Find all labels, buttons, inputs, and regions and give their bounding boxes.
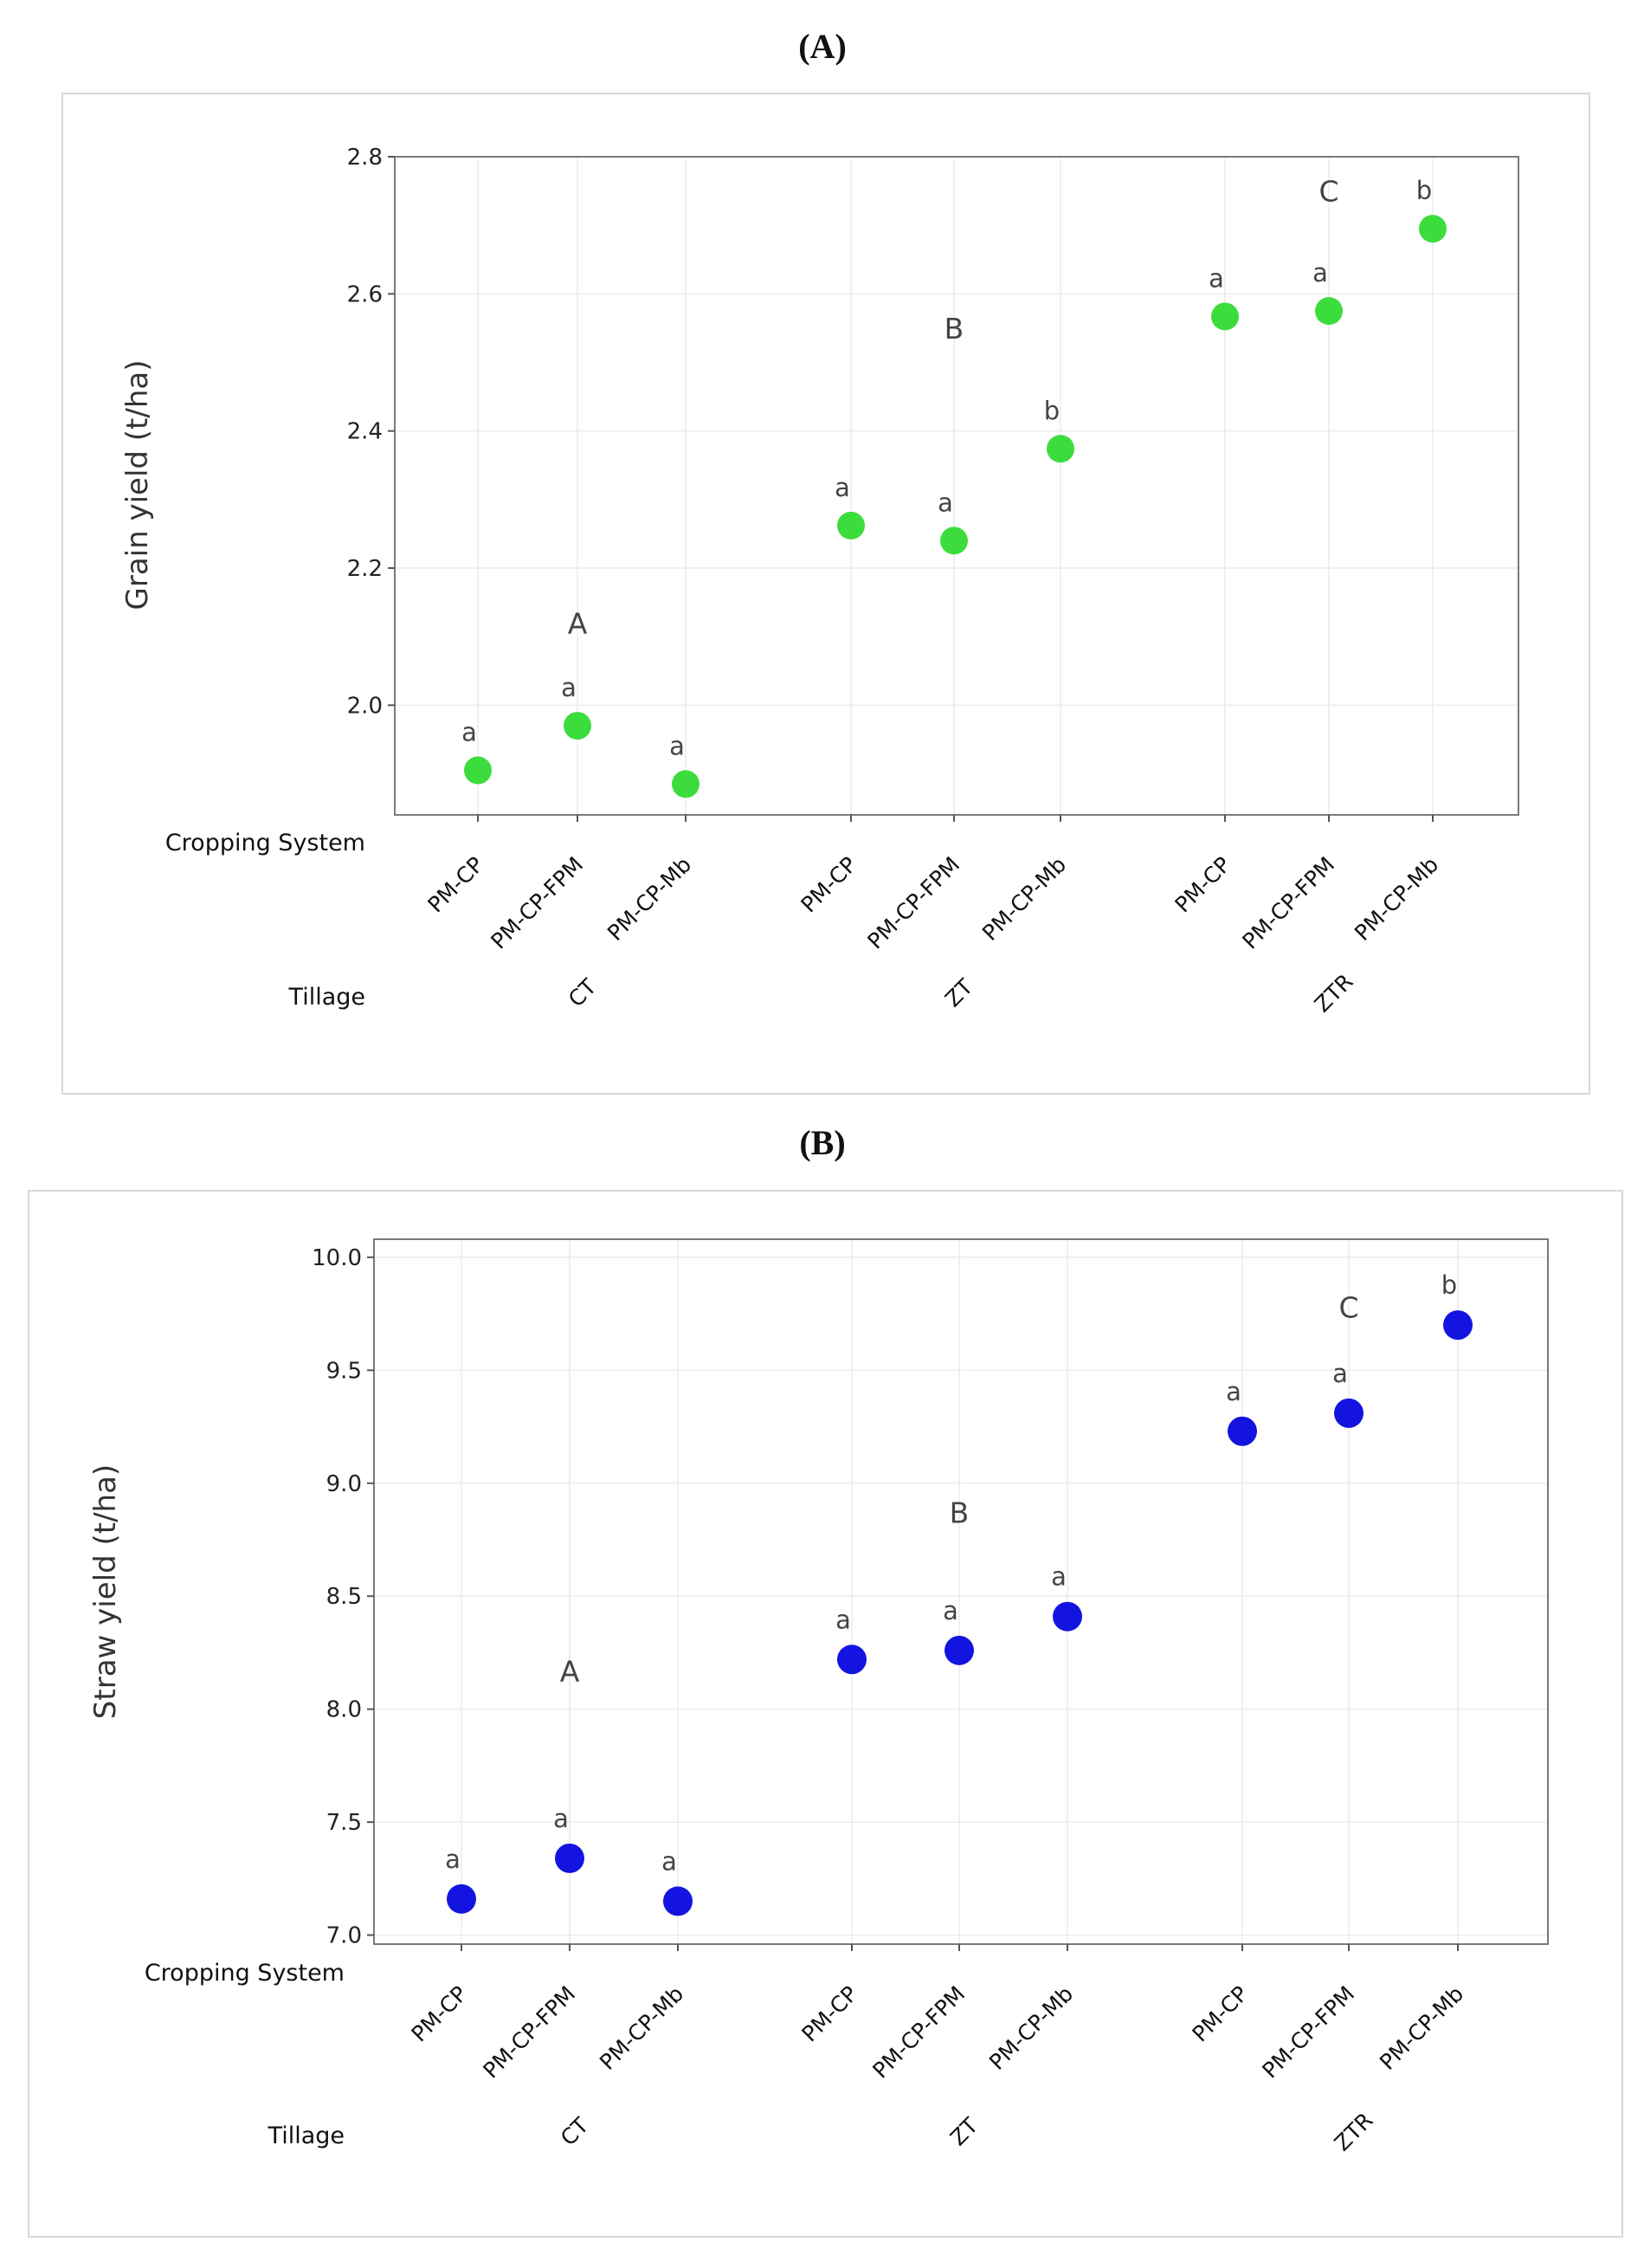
x-category-label: PM-CP	[406, 1981, 472, 2047]
group-significance-letter: A	[560, 1654, 580, 1688]
y-tick-label: 2.0	[347, 693, 383, 719]
data-point	[1047, 435, 1074, 463]
point-significance-letter: a	[461, 718, 477, 747]
y-tick-label: 7.5	[326, 1810, 362, 1836]
point-significance-letter: a	[1051, 1562, 1067, 1592]
group-significance-letter: B	[950, 1496, 970, 1530]
y-tick-label: 10.0	[312, 1245, 362, 1271]
data-point	[944, 1635, 974, 1665]
cropping-system-row-label: Cropping System	[165, 830, 365, 856]
cropping-system-row-label: Cropping System	[145, 1960, 345, 1987]
y-tick-label: 9.5	[326, 1358, 362, 1384]
point-significance-letter: a	[669, 731, 685, 760]
panel-b-label: (B)	[799, 1123, 846, 1162]
group-significance-letter: A	[568, 606, 588, 640]
x-category-label: PM-CP-FPM	[1257, 1981, 1359, 2084]
point-significance-letter: a	[661, 1846, 677, 1876]
plot-area	[394, 156, 1519, 816]
data-point	[1334, 1398, 1364, 1428]
data-point	[1228, 1416, 1257, 1446]
y-tick-label: 7.0	[326, 1923, 362, 1949]
data-point	[447, 1884, 476, 1914]
tillage-row-label: Tillage	[268, 2123, 345, 2149]
point-significance-letter: a	[445, 1845, 461, 1874]
x-category-label: PM-CP-FPM	[867, 1981, 970, 2084]
point-significance-letter: b	[1416, 176, 1432, 205]
point-significance-letter: a	[1312, 258, 1328, 288]
data-point	[1443, 1310, 1473, 1341]
y-tick-label: 2.6	[347, 281, 383, 307]
data-point	[1211, 302, 1239, 331]
data-point	[464, 756, 492, 785]
panel-a-label: (A)	[798, 27, 847, 66]
data-point	[1053, 1601, 1082, 1632]
group-significance-letter: C	[1318, 175, 1338, 209]
data-point	[1419, 215, 1447, 243]
chart-b-frame	[28, 1190, 1623, 2238]
x-category-label: PM-CP-FPM	[478, 1981, 580, 2084]
tillage-row-label: Tillage	[288, 984, 365, 1011]
y-tick-label: 2.2	[347, 556, 383, 582]
y-tick-label: 2.8	[347, 145, 383, 171]
y-tick-label: 8.5	[326, 1584, 362, 1610]
x-category-label: PM-CP	[1187, 1981, 1253, 2047]
y-axis-title: Grain yield (t/ha)	[120, 360, 155, 611]
chart-a-frame	[61, 93, 1590, 1095]
point-significance-letter: a	[553, 1804, 569, 1833]
tillage-group-label: CT	[556, 2112, 594, 2150]
tillage-group-label: ZT	[945, 2112, 983, 2150]
group-significance-letter: B	[944, 312, 964, 346]
point-significance-letter: a	[835, 473, 850, 502]
point-significance-letter: b	[1044, 396, 1060, 425]
data-point	[564, 712, 591, 740]
data-point	[940, 527, 968, 555]
point-significance-letter: b	[1441, 1270, 1457, 1300]
data-point	[837, 511, 865, 540]
point-significance-letter: a	[938, 488, 953, 517]
tillage-group-label: ZTR	[1330, 2108, 1378, 2156]
x-category-label: PM-CP-Mb	[595, 1981, 688, 2075]
x-category-label: PM-CP	[796, 1981, 862, 2047]
point-significance-letter: a	[943, 1596, 958, 1625]
x-category-label: PM-CP-Mb	[1375, 1981, 1468, 2075]
data-point	[663, 1886, 693, 1916]
y-tick-label: 8.0	[326, 1697, 362, 1723]
group-significance-letter: C	[1338, 1290, 1358, 1324]
y-axis-title: Straw yield (t/ha)	[88, 1464, 123, 1719]
y-tick-label: 2.4	[347, 419, 383, 445]
data-point	[555, 1843, 584, 1873]
point-significance-letter: a	[835, 1605, 851, 1634]
y-tick-label: 9.0	[326, 1471, 362, 1497]
point-significance-letter: a	[1226, 1377, 1241, 1406]
point-significance-letter: a	[561, 673, 577, 702]
point-significance-letter: a	[1332, 1359, 1348, 1388]
plot-area	[373, 1238, 1549, 1945]
point-significance-letter: a	[1209, 263, 1224, 293]
x-category-label: PM-CP-Mb	[984, 1981, 1078, 2075]
data-point	[1315, 297, 1343, 326]
data-point	[837, 1644, 867, 1675]
data-point	[672, 770, 700, 798]
